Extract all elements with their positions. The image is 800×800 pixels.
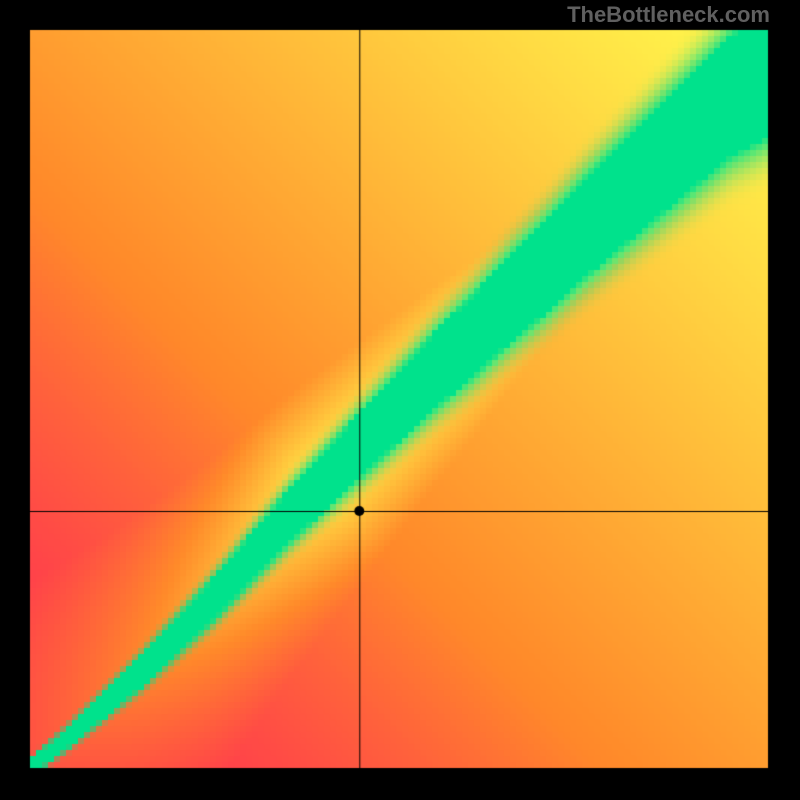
chart-container: TheBottleneck.com [0, 0, 800, 800]
watermark-text: TheBottleneck.com [567, 2, 770, 28]
heatmap-canvas [0, 0, 800, 800]
